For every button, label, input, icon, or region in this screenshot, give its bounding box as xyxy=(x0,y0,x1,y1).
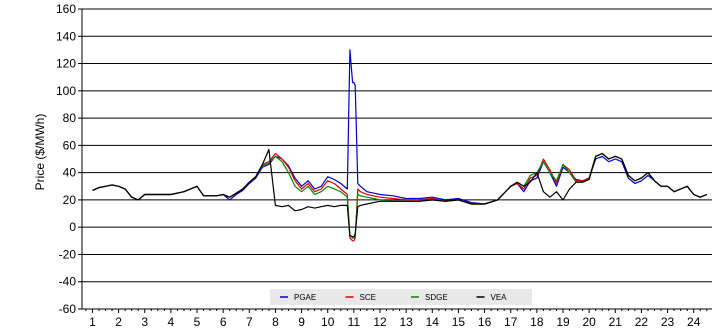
x-tick-label: 2 xyxy=(115,315,122,329)
y-tick-label: 40 xyxy=(63,166,77,180)
x-tick-label: 14 xyxy=(426,315,440,329)
x-tick-label: 22 xyxy=(635,315,649,329)
y-tick-label: 120 xyxy=(56,57,76,71)
y-tick-label: 0 xyxy=(69,220,76,234)
x-tick-label: 16 xyxy=(478,315,492,329)
x-tick-label: 4 xyxy=(168,315,175,329)
x-tick-label: 7 xyxy=(246,315,253,329)
y-tick-label: 160 xyxy=(56,2,76,16)
y-tick-label: 80 xyxy=(63,111,77,125)
x-tick-label: 1 xyxy=(89,315,96,329)
x-tick-label: 3 xyxy=(141,315,148,329)
legend-label-pgae: PGAE xyxy=(294,293,316,302)
x-tick-label: 13 xyxy=(399,315,413,329)
x-tick-label: 9 xyxy=(298,315,305,329)
y-axis-title: Price ($/MWh) xyxy=(33,114,47,191)
y-tick-label: 140 xyxy=(56,29,76,43)
legend: PGAE SCE SDGE VEA xyxy=(270,289,532,305)
x-tick-label: 19 xyxy=(556,315,570,329)
series-line-vea xyxy=(92,148,708,238)
y-tick-label: 60 xyxy=(63,138,77,152)
x-tick-label: 21 xyxy=(609,315,623,329)
x-tick-label: 24 xyxy=(687,315,701,329)
x-tick-label: 18 xyxy=(530,315,544,329)
x-tick-label: 8 xyxy=(272,315,279,329)
x-tick-label: 20 xyxy=(582,315,596,329)
x-tick-label: 10 xyxy=(321,315,335,329)
series-lines xyxy=(92,49,708,242)
x-tick-label: 12 xyxy=(373,315,387,329)
x-tick-label: 5 xyxy=(194,315,201,329)
grid-lines xyxy=(82,8,712,310)
y-tick-label: 20 xyxy=(63,193,77,207)
x-tick-label: 6 xyxy=(220,315,227,329)
axes xyxy=(78,8,712,313)
y-tick-label: -40 xyxy=(59,275,77,289)
y-tick-label: 100 xyxy=(56,84,76,98)
x-tick-label: 15 xyxy=(452,315,466,329)
x-tick-label: 11 xyxy=(348,315,361,329)
y-tick-label: -60 xyxy=(59,302,77,316)
y-tick-labels: 160 140 120 100 80 60 40 20 0 -20 -40 -60 xyxy=(56,2,76,316)
x-tick-labels: 1 2 3 4 5 6 7 8 9 10 11 12 13 14 15 16 17 18 19 20 21 22 23 24 xyxy=(89,315,701,329)
y-tick-label: -20 xyxy=(59,247,77,261)
legend-box xyxy=(270,289,532,305)
legend-label-sce: SCE xyxy=(360,293,376,302)
x-tick-label: 23 xyxy=(661,315,675,329)
series-line-pgae xyxy=(92,49,708,205)
legend-label-vea: VEA xyxy=(491,293,508,302)
series-line-sdge xyxy=(92,152,708,239)
x-tick-label: 17 xyxy=(504,315,518,329)
legend-label-sdge: SDGE xyxy=(425,293,448,302)
